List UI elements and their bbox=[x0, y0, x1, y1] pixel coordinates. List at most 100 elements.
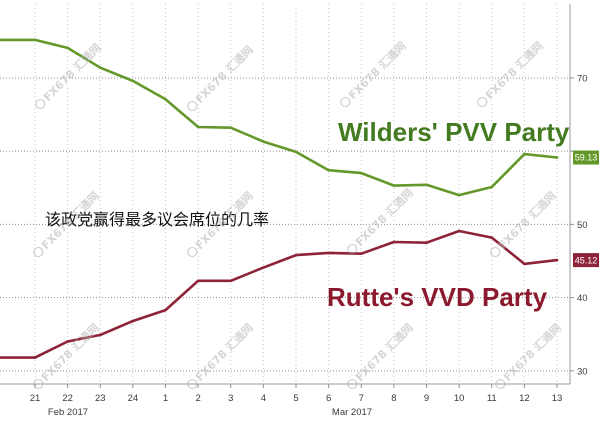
watermark-text: FX678 汇通网 bbox=[496, 189, 559, 252]
series-point-pvv bbox=[327, 168, 330, 172]
x-tick-label: 21 bbox=[30, 393, 41, 404]
series-point-vvd bbox=[98, 333, 102, 337]
x-tick-label: 7 bbox=[359, 393, 364, 404]
watermark-logo-icon bbox=[33, 246, 44, 258]
series-point-pvv bbox=[262, 140, 265, 143]
x-tick-label: 6 bbox=[326, 393, 331, 404]
x-tick-label: 23 bbox=[95, 393, 106, 404]
x-month-label: Mar 2017 bbox=[332, 407, 372, 418]
series-point-pvv bbox=[164, 97, 167, 101]
y-axis: 30 40 50 70 bbox=[570, 73, 588, 377]
end-value-box bbox=[573, 150, 599, 165]
series-point-pvv bbox=[425, 183, 428, 187]
end-value-label-vvd: 45.12 bbox=[573, 253, 599, 268]
series-point-vvd bbox=[66, 340, 69, 343]
y-tick-label: 30 bbox=[577, 366, 588, 377]
series-point-pvv bbox=[66, 46, 69, 50]
x-tick-label: 5 bbox=[293, 393, 298, 404]
watermark-text: FX678 汇通网 bbox=[353, 186, 416, 249]
x-month-label: Feb 2017 bbox=[48, 407, 88, 418]
watermark-logo-icon bbox=[340, 96, 351, 108]
x-tick-label: 1 bbox=[163, 393, 168, 404]
series-point-pvv bbox=[457, 193, 461, 197]
series-point-pvv bbox=[555, 156, 559, 159]
watermark-logo-icon bbox=[33, 378, 44, 390]
series-point-pvv bbox=[294, 150, 298, 154]
series-point-vvd bbox=[359, 252, 363, 255]
watermark-logo-icon bbox=[35, 98, 46, 110]
y-tick-label: 40 bbox=[577, 293, 588, 304]
series-point-pvv bbox=[359, 171, 363, 175]
series-point-pvv bbox=[131, 79, 135, 83]
watermark-logo-icon bbox=[477, 96, 488, 108]
series-point-vvd bbox=[425, 241, 428, 244]
x-tick-label: 11 bbox=[487, 393, 497, 404]
x-tick-label: 4 bbox=[261, 393, 266, 404]
x-tick-label: 8 bbox=[391, 393, 396, 404]
series-point-pvv bbox=[196, 125, 200, 129]
x-tick-label: 22 bbox=[62, 393, 73, 404]
y-tick-label: 50 bbox=[577, 220, 588, 231]
x-tick-label: 12 bbox=[519, 393, 530, 404]
watermark-text: FX678 汇通网 bbox=[346, 39, 409, 102]
series-point-vvd bbox=[262, 266, 265, 269]
watermark: FX678 汇通网 bbox=[187, 43, 256, 112]
x-tick-label: 10 bbox=[454, 393, 465, 404]
series-point-vvd bbox=[131, 319, 135, 323]
end-value-text: 45.12 bbox=[575, 255, 598, 265]
watermark-text: FX678 汇通网 bbox=[39, 321, 102, 384]
series-point-vvd bbox=[457, 229, 461, 233]
series-point-pvv bbox=[490, 185, 494, 189]
x-tick-label: 3 bbox=[228, 393, 233, 404]
watermark-logo-icon bbox=[187, 378, 198, 390]
series-label-vvd: Rutte's VVD Party bbox=[327, 282, 548, 312]
end-value-text: 59.13 bbox=[575, 153, 598, 163]
end-value-box bbox=[573, 253, 599, 268]
watermark: FX678 汇通网 bbox=[477, 39, 546, 108]
watermark-text: FX678 汇通网 bbox=[483, 39, 546, 102]
watermark: FX678 汇通网 bbox=[35, 41, 104, 110]
watermark-logo-icon bbox=[495, 378, 506, 390]
x-tick-label: 2 bbox=[195, 393, 200, 404]
series-point-vvd bbox=[229, 279, 233, 283]
series-line-vvd bbox=[0, 229, 559, 359]
series-point-vvd bbox=[327, 251, 330, 255]
x-tick-label: 13 bbox=[552, 393, 563, 404]
series-point-vvd bbox=[294, 253, 298, 257]
series-point-vvd bbox=[164, 308, 167, 312]
series-point-pvv bbox=[98, 66, 102, 69]
watermark-text: FX678 汇通网 bbox=[193, 321, 256, 384]
x-tick-label: 9 bbox=[424, 393, 429, 404]
series-point-vvd bbox=[490, 236, 494, 239]
x-tick-label: 24 bbox=[128, 393, 139, 404]
series-point-pvv bbox=[523, 152, 526, 156]
series-point-vvd bbox=[196, 279, 200, 283]
end-value-label-pvv: 59.13 bbox=[573, 150, 599, 165]
watermark-logo-icon bbox=[187, 246, 198, 258]
series-point-vvd bbox=[523, 262, 526, 266]
watermark: FX678 汇通网 bbox=[495, 321, 564, 390]
series-point-vvd bbox=[555, 258, 559, 262]
chart-annotation: 该政党赢得最多议会席位的几率 bbox=[45, 210, 269, 229]
series-label-pvv: Wilders' PVV Party bbox=[338, 117, 570, 147]
watermark-text: FX678 汇通网 bbox=[193, 43, 256, 106]
watermark: FX678 汇通网 bbox=[187, 321, 256, 390]
watermark: FX678 汇通网 bbox=[33, 321, 102, 390]
end-value-labels: 59.13 45.12 bbox=[573, 150, 599, 268]
watermark-text: FX678 汇通网 bbox=[353, 321, 416, 384]
series-point-pvv bbox=[392, 184, 396, 187]
y-tick-label: 70 bbox=[577, 73, 588, 84]
series-point-vvd bbox=[392, 240, 396, 244]
series-layer bbox=[0, 38, 559, 359]
watermark-logo-icon bbox=[490, 246, 501, 258]
series-line-pvv bbox=[0, 38, 559, 197]
watermark-logo-icon bbox=[347, 378, 358, 390]
series-point-pvv bbox=[229, 126, 233, 130]
watermark-text: FX678 汇通网 bbox=[501, 321, 564, 384]
watermark-logo-icon bbox=[347, 243, 358, 255]
series-point-vvd bbox=[33, 356, 37, 359]
watermark-logo-icon bbox=[187, 100, 198, 112]
watermark: FX678 汇通网 bbox=[340, 39, 409, 108]
